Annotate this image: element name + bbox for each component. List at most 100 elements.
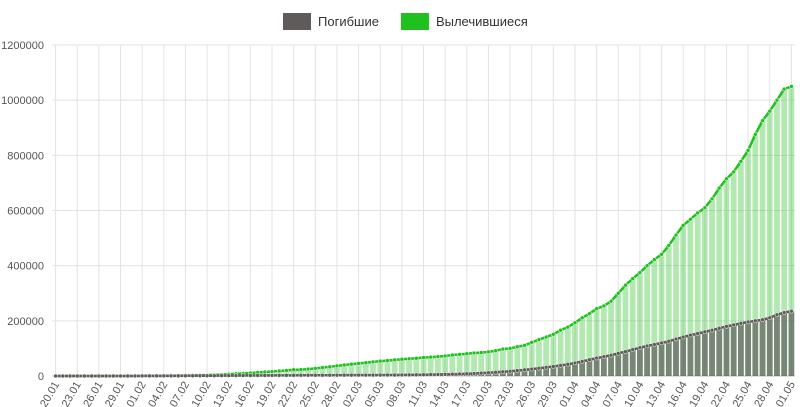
bar <box>391 359 398 376</box>
point <box>349 372 354 378</box>
point <box>435 372 441 377</box>
bar <box>557 330 564 376</box>
point <box>522 367 527 373</box>
point <box>702 205 708 210</box>
point <box>392 357 397 363</box>
bar <box>463 353 470 376</box>
bar <box>499 349 506 376</box>
point <box>154 373 159 379</box>
point <box>507 346 513 351</box>
point <box>551 332 556 337</box>
point <box>269 373 275 378</box>
point <box>457 371 462 377</box>
point <box>204 373 210 378</box>
point <box>161 373 167 379</box>
bar <box>788 311 795 376</box>
point <box>219 373 224 378</box>
point <box>630 276 635 281</box>
x-tick-label: 22.02 <box>276 380 300 407</box>
point <box>478 350 484 355</box>
point <box>269 369 275 374</box>
point <box>594 355 599 361</box>
point <box>702 329 708 335</box>
point <box>731 169 736 175</box>
y-tick-label: 0 <box>38 371 44 383</box>
point <box>659 340 664 346</box>
point <box>717 185 722 191</box>
point <box>226 373 231 378</box>
x-tick-label: 20.01 <box>38 380 62 407</box>
point <box>471 350 477 356</box>
bar <box>557 365 564 376</box>
point <box>168 373 174 379</box>
point <box>356 361 361 366</box>
bar <box>572 362 578 376</box>
point <box>406 356 412 362</box>
point <box>370 372 376 378</box>
point <box>442 353 448 359</box>
point <box>139 373 145 379</box>
point <box>486 349 491 355</box>
bar <box>738 323 744 376</box>
bar <box>297 369 304 376</box>
bar <box>586 359 593 376</box>
point <box>579 359 585 364</box>
point <box>587 357 592 362</box>
bar <box>644 346 651 376</box>
bar <box>759 319 766 376</box>
bar <box>586 313 593 376</box>
point <box>673 336 679 342</box>
bar <box>492 350 499 376</box>
x-tick-label: 20.03 <box>471 380 495 407</box>
point <box>240 373 246 378</box>
point <box>760 118 765 123</box>
point <box>291 367 296 372</box>
point <box>616 351 621 356</box>
bar <box>723 178 730 376</box>
bar <box>398 359 405 376</box>
point <box>298 367 304 372</box>
bar <box>781 89 788 376</box>
point <box>82 373 87 379</box>
y-tick-label: 600000 <box>7 206 44 218</box>
bar <box>478 352 485 376</box>
bar <box>312 368 319 376</box>
point <box>579 315 585 321</box>
point <box>298 373 304 378</box>
y-tick-label: 800000 <box>7 150 44 162</box>
x-tick-label: 25.04 <box>731 380 755 407</box>
x-tick-label: 23.03 <box>493 380 517 407</box>
bar <box>341 365 348 376</box>
x-tick-label: 25.02 <box>298 380 322 407</box>
point <box>753 132 758 137</box>
x-tick-label: 08.03 <box>384 380 408 407</box>
point <box>60 373 66 379</box>
bar <box>730 324 737 376</box>
point <box>572 320 578 326</box>
bar <box>752 320 759 376</box>
point <box>320 372 325 378</box>
point <box>551 364 556 369</box>
point <box>464 351 470 356</box>
bar <box>550 366 557 376</box>
bar <box>593 308 600 376</box>
point <box>688 217 693 222</box>
point <box>774 97 780 103</box>
x-tick-label: 28.04 <box>752 380 776 407</box>
point <box>349 361 354 367</box>
bar <box>709 198 715 376</box>
bar <box>658 343 665 376</box>
point <box>89 373 94 379</box>
point <box>305 373 311 378</box>
point <box>255 373 260 378</box>
point <box>414 372 419 378</box>
point <box>767 315 773 321</box>
legend-swatch <box>400 13 429 30</box>
bar <box>665 341 672 376</box>
point <box>789 84 794 89</box>
point <box>262 373 268 378</box>
bar <box>608 355 614 376</box>
point <box>507 369 513 374</box>
point <box>536 337 542 342</box>
bar <box>637 272 643 376</box>
